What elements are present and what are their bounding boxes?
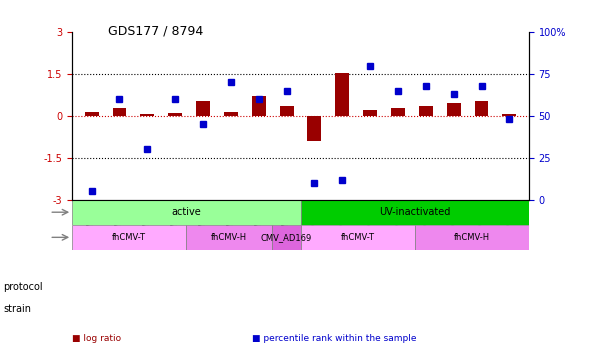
Text: GDS177 / 8794: GDS177 / 8794	[108, 25, 203, 38]
Bar	[196, 101, 210, 116]
FancyBboxPatch shape	[300, 225, 415, 250]
Bar	[335, 72, 349, 116]
Bar	[391, 107, 405, 116]
Text: UV-inactivated: UV-inactivated	[379, 207, 450, 217]
Bar	[141, 115, 154, 116]
Text: active: active	[171, 207, 201, 217]
Bar	[502, 115, 516, 116]
Text: fhCMV-T: fhCMV-T	[112, 233, 146, 242]
FancyBboxPatch shape	[72, 200, 300, 225]
Text: ■ log ratio: ■ log ratio	[72, 334, 121, 343]
Text: protocol: protocol	[3, 282, 43, 292]
Bar	[363, 110, 377, 116]
Bar	[112, 107, 126, 116]
Bar	[447, 103, 460, 116]
Bar	[252, 96, 266, 116]
FancyBboxPatch shape	[300, 200, 529, 225]
Bar	[85, 112, 99, 116]
FancyBboxPatch shape	[72, 225, 186, 250]
FancyBboxPatch shape	[272, 225, 300, 250]
Text: ■ percentile rank within the sample: ■ percentile rank within the sample	[252, 334, 417, 343]
FancyBboxPatch shape	[186, 225, 272, 250]
Bar	[308, 116, 322, 141]
Text: fhCMV-H: fhCMV-H	[211, 233, 247, 242]
Bar	[475, 101, 489, 116]
Bar	[279, 106, 293, 116]
Text: strain: strain	[3, 304, 31, 314]
Bar	[419, 106, 433, 116]
Bar	[168, 113, 182, 116]
Text: fhCMV-H: fhCMV-H	[454, 233, 490, 242]
Text: fhCMV-T: fhCMV-T	[341, 233, 374, 242]
Text: CMV_AD169: CMV_AD169	[261, 233, 312, 242]
FancyBboxPatch shape	[415, 225, 529, 250]
Bar	[224, 112, 238, 116]
